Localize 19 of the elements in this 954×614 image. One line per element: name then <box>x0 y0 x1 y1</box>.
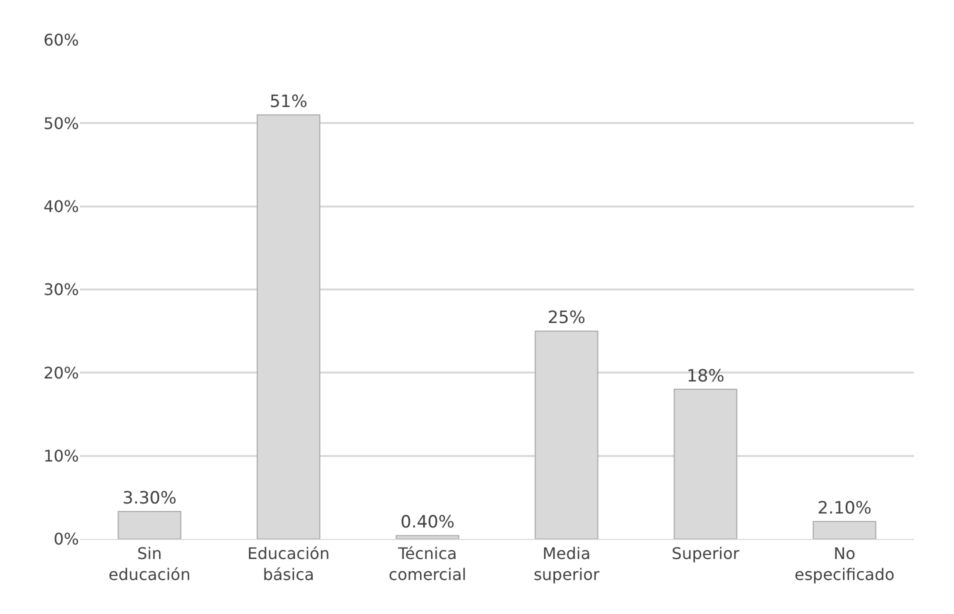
data-label: 2.10% <box>817 498 872 519</box>
x-tick-label: Educación básica <box>247 544 330 584</box>
x-tick-label: Superior <box>672 544 740 564</box>
x-tick-label: Técnica comercial <box>388 544 466 584</box>
x-tick-label: Media superior <box>534 544 600 584</box>
data-label: 0.40% <box>400 512 455 533</box>
x-tick-label: Sin educación <box>108 544 190 584</box>
x-tick-label: No especificado <box>794 544 895 584</box>
y-tick-label: 50% <box>43 114 79 133</box>
y-tick-label: 0% <box>54 530 79 549</box>
data-label: 3.30% <box>122 488 177 509</box>
y-tick-label: 40% <box>43 196 79 216</box>
data-label: 25% <box>548 308 586 328</box>
y-tick-label: 10% <box>43 446 79 466</box>
data-label: 51% <box>270 92 308 112</box>
data-label: 18% <box>686 366 724 386</box>
y-tick-label: 30% <box>43 280 79 300</box>
y-tick-label: 60% <box>43 30 79 50</box>
y-tick-label: 20% <box>43 363 79 382</box>
